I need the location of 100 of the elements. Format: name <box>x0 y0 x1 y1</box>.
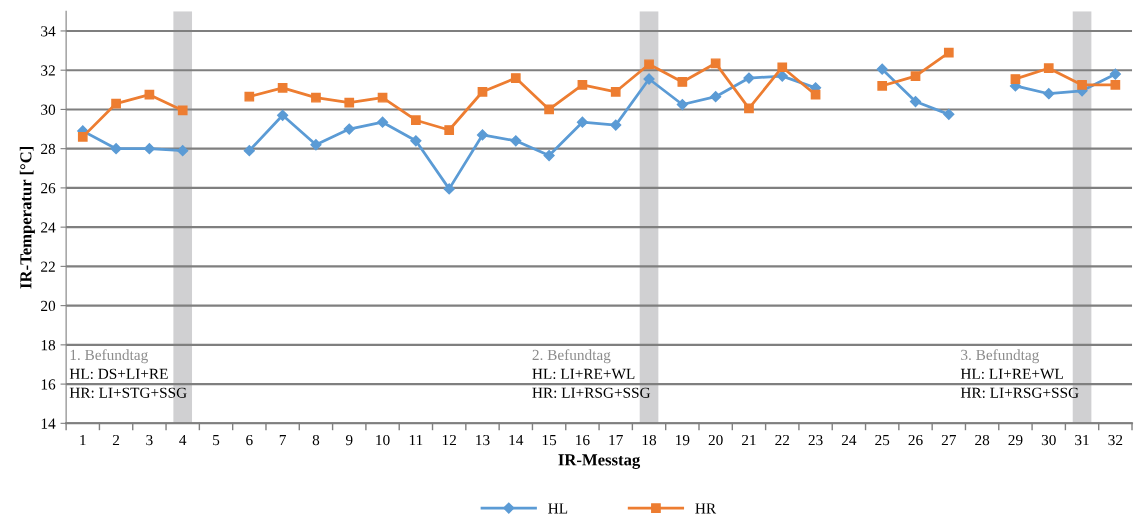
point <box>677 77 688 87</box>
x-tick-label: 6 <box>246 434 253 446</box>
legend-label: HL <box>548 503 568 514</box>
y-tick-label: 20 <box>41 300 56 312</box>
point <box>1010 74 1021 84</box>
point <box>510 135 522 147</box>
point <box>310 139 322 151</box>
y-tick-label: 32 <box>41 65 55 76</box>
x-tick-label: 1 <box>80 434 86 446</box>
x-tick-label: 21 <box>741 434 756 446</box>
x-tick-label: 20 <box>708 434 723 446</box>
y-tick-label: 24 <box>41 222 56 233</box>
x-tick-label: 7 <box>279 435 287 446</box>
annotation: HR: LI+RSG+SSG <box>532 387 651 398</box>
x-tick-label: 22 <box>775 434 790 446</box>
point <box>343 123 355 135</box>
point <box>576 116 589 128</box>
point <box>243 145 255 157</box>
point <box>544 104 554 115</box>
x-tick-label: 4 <box>179 434 187 446</box>
x-tick-label: 8 <box>312 434 320 446</box>
annotation: 2. Befundtag <box>532 349 611 364</box>
point <box>777 62 788 73</box>
x-axis-title: IR-Messtag <box>558 454 641 469</box>
annotation: HR: LI+STG+SSG <box>69 387 187 398</box>
x-tick-label: 26 <box>908 434 923 446</box>
point <box>177 105 188 116</box>
point <box>543 149 555 162</box>
point <box>143 143 155 155</box>
point <box>676 98 688 111</box>
x-tick-label: 23 <box>808 434 823 446</box>
point <box>177 145 189 157</box>
point <box>477 86 488 97</box>
point <box>1043 63 1054 74</box>
x-tick-label: 24 <box>841 434 857 446</box>
point <box>610 119 622 131</box>
y-tick-label: 30 <box>41 104 56 115</box>
x-tick-label: 25 <box>875 434 890 446</box>
annotation: HL: LI+RE+WL <box>532 368 635 380</box>
y-tick-label: 16 <box>41 379 56 390</box>
x-tick-label: 14 <box>509 434 524 446</box>
annotation: HL: DS+LI+RE <box>69 368 168 380</box>
point <box>111 98 121 109</box>
point <box>1043 88 1055 100</box>
point <box>410 135 422 147</box>
point <box>1077 80 1087 90</box>
point <box>876 63 888 75</box>
x-tick-label: 31 <box>1075 434 1089 446</box>
y-tick-label: 26 <box>41 183 56 194</box>
annotation: 1. Befundtag <box>70 349 148 364</box>
point <box>144 89 155 100</box>
y-axis-title: IR-Temperatur [°C] <box>19 146 35 289</box>
point <box>110 143 122 155</box>
y-tick-label: 34 <box>41 26 56 37</box>
point <box>376 116 389 128</box>
point <box>910 71 921 81</box>
point <box>810 89 821 100</box>
y-tick-label: 14 <box>41 418 56 429</box>
x-tick-label: 18 <box>642 434 657 446</box>
point <box>610 86 621 97</box>
point <box>644 59 654 70</box>
point <box>943 108 955 120</box>
point <box>277 82 288 93</box>
x-tick-label: 10 <box>376 434 390 446</box>
x-tick-label: 9 <box>345 434 353 446</box>
x-tick-label: 16 <box>576 434 590 446</box>
x-tick-label: 2 <box>112 434 120 446</box>
point <box>77 132 88 142</box>
point <box>443 183 455 195</box>
point <box>710 91 722 103</box>
point <box>744 103 754 114</box>
point <box>476 129 489 141</box>
y-tick-label: 22 <box>41 261 55 272</box>
x-tick-label: 12 <box>442 434 456 446</box>
x-tick-label: 27 <box>941 434 957 446</box>
x-tick-label: 19 <box>676 434 690 446</box>
x-tick-label: 13 <box>476 434 490 446</box>
point <box>510 73 521 83</box>
x-tick-label: 30 <box>1041 434 1056 446</box>
point <box>909 95 922 108</box>
y-tick-label: 28 <box>41 143 56 155</box>
point <box>877 81 888 91</box>
point <box>344 97 355 108</box>
annotation: HR: LI+RSG+SSG <box>960 387 1079 398</box>
point <box>1110 80 1121 90</box>
point <box>444 125 455 135</box>
x-tick-label: 28 <box>975 434 990 446</box>
point <box>411 115 421 126</box>
legend-label: HR <box>695 503 717 514</box>
point <box>943 47 954 58</box>
point <box>277 109 289 121</box>
annotation: 3. Befundtag <box>961 349 1040 364</box>
x-tick-label: 5 <box>213 435 220 446</box>
point <box>1109 68 1121 80</box>
point <box>577 80 588 90</box>
point <box>244 91 255 102</box>
annotation: HL: LI+RE+WL <box>960 368 1063 380</box>
point <box>710 58 721 69</box>
x-tick-label: 11 <box>409 434 423 446</box>
x-tick-label: 32 <box>1108 434 1123 446</box>
